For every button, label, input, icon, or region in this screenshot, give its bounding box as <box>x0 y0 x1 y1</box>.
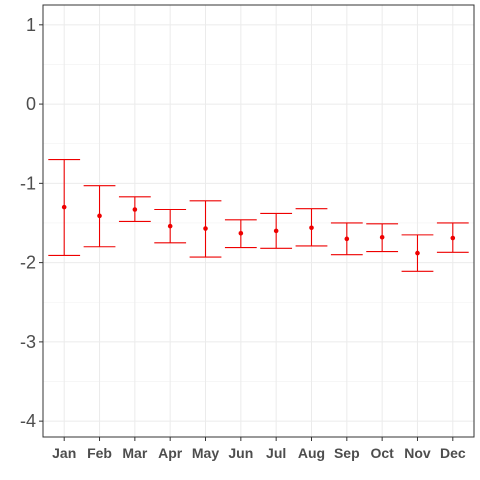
x-tick-label: Oct <box>370 445 394 461</box>
x-tick-label: Feb <box>87 445 112 461</box>
y-tick-label: -4 <box>20 411 36 431</box>
mean-point <box>415 250 420 256</box>
y-tick-label: 1 <box>26 15 36 35</box>
y-tick-label: -3 <box>20 332 36 352</box>
mean-point <box>344 236 350 242</box>
x-tick-label: Mar <box>122 445 147 461</box>
x-tick-label: Apr <box>158 445 183 461</box>
x-tick-label: Dec <box>440 445 466 461</box>
x-tick-label: Jul <box>266 445 286 461</box>
y-tick-label: 0 <box>26 94 36 114</box>
mean-point <box>167 223 173 229</box>
x-tick-label: Aug <box>298 445 325 461</box>
mean-point <box>379 234 385 240</box>
x-tick-label: Jun <box>228 445 253 461</box>
x-axis: Jan Feb Mar Apr May Jun Jul Aug Sep Oct Nov Dec <box>52 437 466 461</box>
mean-point <box>97 213 102 219</box>
x-tick-label: Sep <box>334 445 360 461</box>
x-tick-label: Nov <box>404 445 431 461</box>
mean-points <box>61 204 456 256</box>
x-tick-label: May <box>192 445 219 461</box>
mean-point <box>132 207 138 212</box>
y-axis: 1 0 -1 -2 -3 -4 <box>20 15 43 431</box>
panel-border <box>42 4 475 438</box>
panel-background <box>43 5 474 437</box>
mean-point <box>273 228 279 234</box>
x-tick-label: Jan <box>52 445 76 461</box>
y-tick-label: -2 <box>20 253 36 273</box>
mean-point <box>61 204 67 210</box>
mean-point <box>450 235 456 241</box>
mean-point <box>309 225 314 231</box>
y-tick-label: -1 <box>20 173 36 193</box>
mean-point <box>203 226 208 231</box>
mean-point <box>238 230 244 236</box>
